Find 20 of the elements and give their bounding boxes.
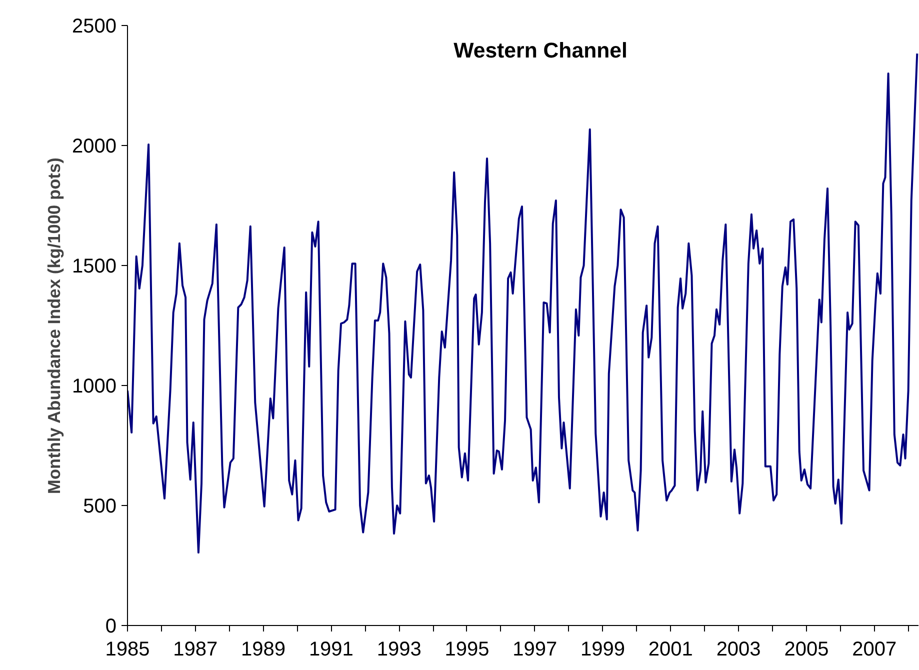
x-tick-label: 1991	[308, 638, 354, 660]
text: Western Channel	[454, 38, 628, 62]
y-tick-label: 2500	[72, 16, 117, 38]
x-tick-label: 2007	[852, 638, 897, 660]
x-tick-label: 1985	[105, 638, 150, 660]
y-axis-title: Monthly Abundance Index (kg/1000 pots)	[44, 158, 64, 494]
x-tick-label: 1995	[444, 638, 490, 660]
y-tick-label: 1500	[72, 256, 117, 278]
x-tick-label: 2003	[716, 638, 761, 660]
x-tick-label: 1989	[241, 638, 286, 660]
x-tick-label: 1993	[376, 638, 422, 660]
x-tick-label: 2001	[648, 638, 693, 660]
y-tick-label: 0	[105, 616, 116, 638]
x-tick-label: 1987	[173, 638, 218, 660]
x-tick-label: 1997	[512, 638, 558, 660]
y-tick-label: 1000	[72, 376, 117, 398]
y-tick-label: 2000	[72, 136, 117, 158]
y-tick-label: 500	[83, 496, 117, 518]
x-tick-label: 2005	[784, 638, 829, 660]
x-tick-label: 1999	[580, 638, 626, 660]
